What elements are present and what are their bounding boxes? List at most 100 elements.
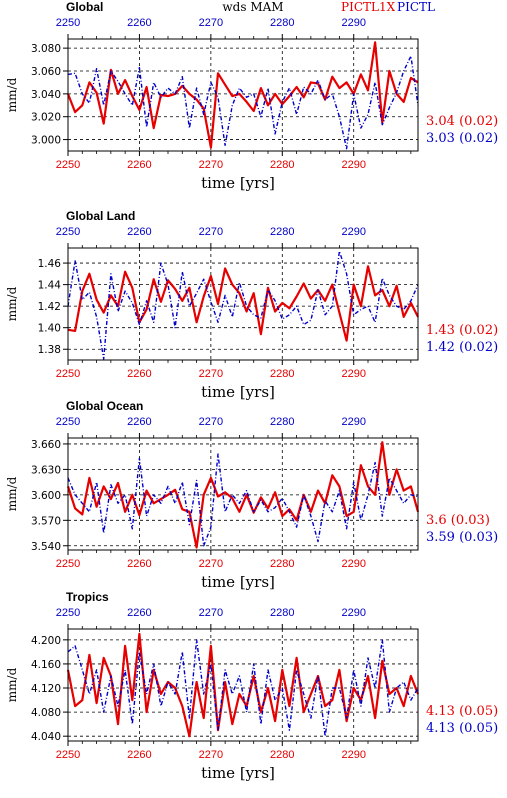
x-axis-label: time [yrs] (201, 764, 275, 782)
series-line-pictl (67, 453, 419, 547)
bottom-x-tick-label: 2280 (270, 159, 294, 171)
y-tick-label: 1.46 (38, 258, 62, 270)
x-axis-label: time [yrs] (201, 383, 275, 401)
mean-stat-label: 4.13 (0.05) (426, 704, 498, 719)
top-x-tick-label: 2290 (341, 416, 365, 428)
bottom-x-tick-label: 2260 (127, 749, 151, 761)
y-tick-label: 4.080 (31, 707, 61, 719)
series-line-pictl (67, 250, 419, 360)
y-tick-label: 3.660 (31, 439, 61, 451)
top-x-tick-label: 2270 (199, 607, 223, 619)
bottom-x-tick-label: 2290 (341, 558, 365, 570)
y-tick-label: 3.060 (31, 66, 61, 78)
y-tick-label: 1.42 (38, 301, 61, 313)
top-x-tick-label: 2280 (270, 226, 294, 238)
mean-stat-label: 1.43 (0.02) (426, 323, 498, 338)
bottom-x-tick-label: 2270 (199, 159, 223, 171)
top-x-tick-label: 2290 (341, 17, 365, 29)
bottom-x-tick-label: 2260 (127, 159, 151, 171)
y-tick-label: 3.040 (31, 89, 61, 101)
y-tick-label: 4.200 (31, 635, 61, 647)
bottom-x-tick-label: 2260 (127, 368, 151, 380)
top-x-tick-label: 2250 (56, 17, 80, 29)
top-x-tick-label: 2260 (127, 226, 151, 238)
chart-panel: Global Land 2250 2250 2260 2260 2270 2270 2280 2… (5, 209, 498, 401)
top-x-tick-label: 2250 (56, 607, 80, 619)
top-x-tick-label: 2270 (199, 416, 223, 428)
y-tick-label: 1.40 (38, 323, 61, 335)
bottom-x-tick-label: 2250 (56, 749, 80, 761)
top-x-tick-label: 2270 (199, 226, 223, 238)
y-tick-label: 4.120 (31, 683, 61, 695)
y-tick-label: 1.44 (38, 280, 62, 292)
top-x-tick-label: 2270 (199, 17, 223, 29)
bottom-x-tick-label: 2250 (56, 159, 80, 171)
bottom-x-tick-label: 2250 (56, 368, 80, 380)
top-x-tick-label: 2280 (270, 17, 294, 29)
series-line-pictl (67, 639, 419, 737)
mean-stat-label: 3.03 (0.02) (426, 131, 498, 146)
top-x-tick-label: 2280 (270, 416, 294, 428)
plot-frame (67, 628, 419, 742)
top-x-tick-label: 2260 (127, 17, 151, 29)
bottom-x-tick-label: 2280 (270, 558, 294, 570)
y-axis-label: mm/d (5, 476, 19, 511)
plot-frame (67, 437, 419, 551)
bottom-x-tick-label: 2260 (127, 558, 151, 570)
legend-label-pictl1x: PICTL1X (341, 0, 396, 14)
top-x-tick-label: 2260 (127, 607, 151, 619)
bottom-x-tick-label: 2270 (199, 558, 223, 570)
y-tick-label: 4.040 (31, 731, 61, 743)
season-label: wds MAM (222, 0, 283, 14)
top-x-tick-label: 2260 (127, 416, 151, 428)
top-x-tick-label: 2250 (56, 226, 80, 238)
bottom-x-tick-label: 2290 (341, 749, 365, 761)
bottom-x-tick-label: 2280 (270, 749, 294, 761)
mean-stat-label: 3.6 (0.03) (426, 513, 490, 528)
y-axis-label: mm/d (5, 77, 19, 112)
y-tick-label: 3.540 (31, 541, 61, 553)
bottom-x-tick-label: 2280 (270, 368, 294, 380)
panel-title: Global Ocean (66, 399, 143, 413)
series-line-pictl1x (67, 265, 419, 342)
series-line-pictl1x (66, 41, 419, 149)
bottom-x-tick-label: 2290 (341, 368, 365, 380)
mean-stat-label: 4.13 (0.05) (426, 721, 498, 736)
mean-stat-label: 3.59 (0.03) (426, 530, 498, 545)
chart-panel: Tropics 2250 2250 2260 2260 2270 2270 2280 2280 2… (5, 590, 498, 782)
series-line-pictl (67, 55, 419, 150)
top-x-tick-label: 2280 (270, 607, 294, 619)
bottom-x-tick-label: 2250 (56, 558, 80, 570)
chart-panel: Global 2250 2250 2260 2260 2270 2270 2280 2280 22… (5, 0, 498, 192)
mean-stat-label: 3.04 (0.02) (426, 114, 498, 129)
panel-title: Global (66, 0, 103, 14)
y-tick-label: 3.570 (31, 515, 61, 527)
y-axis-label: mm/d (5, 286, 19, 321)
mean-stat-label: 1.42 (0.02) (426, 340, 498, 355)
y-tick-label: 1.38 (38, 344, 61, 356)
top-x-tick-label: 2290 (341, 226, 365, 238)
panel-title: Tropics (66, 590, 109, 604)
y-tick-label: 3.600 (31, 490, 61, 502)
series-line-pictl1x (66, 632, 420, 738)
y-tick-label: 4.160 (31, 659, 61, 671)
plot-frame (67, 247, 419, 361)
chart-panel: Global Ocean 2250 2250 2260 2260 2270 2270 2280… (5, 399, 498, 591)
bottom-x-tick-label: 2290 (341, 159, 365, 171)
y-tick-label: 3.630 (31, 464, 61, 476)
y-axis-label: mm/d (5, 667, 19, 702)
x-axis-label: time [yrs] (201, 174, 275, 192)
series-line-pictl1x (66, 441, 420, 549)
bottom-x-tick-label: 2270 (199, 749, 223, 761)
top-x-tick-label: 2290 (341, 607, 365, 619)
panel-title: Global Land (66, 209, 135, 223)
y-tick-label: 3.000 (31, 135, 61, 147)
plot-frame (67, 38, 419, 152)
legend-label-pictl: PICTL (397, 0, 435, 14)
y-tick-label: 3.020 (31, 112, 61, 124)
bottom-x-tick-label: 2270 (199, 368, 223, 380)
y-tick-label: 3.080 (31, 43, 61, 55)
top-x-tick-label: 2250 (56, 416, 80, 428)
x-axis-label: time [yrs] (201, 573, 275, 591)
